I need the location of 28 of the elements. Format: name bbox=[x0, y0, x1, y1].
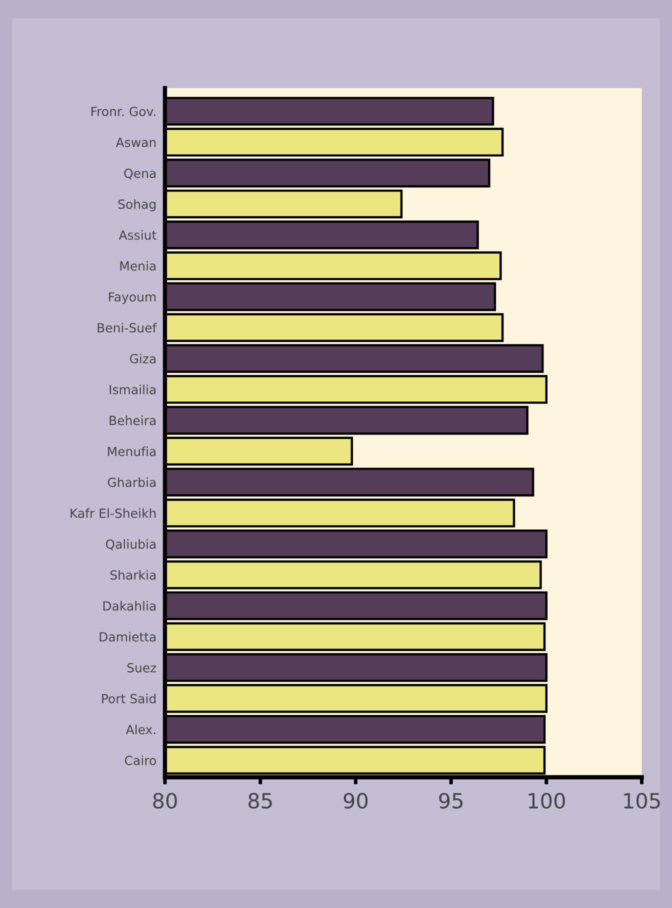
y-tick-label: Sohag bbox=[118, 199, 156, 212]
y-tick-label: Port Said bbox=[102, 694, 156, 704]
y-tick-label: Assiut bbox=[118, 230, 156, 240]
y-tick-label: Damietta bbox=[100, 632, 156, 642]
y-tick-label: Suez bbox=[127, 663, 156, 672]
y-tick-label: Fronr. Gov. bbox=[91, 106, 156, 116]
y-tick-label: Gharbia bbox=[108, 477, 156, 488]
y-tick-label: Dakahlia bbox=[103, 600, 156, 611]
x-tick-label: 105 bbox=[624, 792, 660, 809]
y-tick-label: Qaliubia bbox=[106, 539, 156, 550]
y-tick-label: Aswan bbox=[116, 138, 156, 148]
x-tick-label: 95 bbox=[439, 792, 462, 809]
y-tick-label: Menufia bbox=[108, 446, 156, 456]
y-tick-label: Menia bbox=[120, 261, 156, 271]
x-tick-label: 90 bbox=[344, 792, 368, 809]
y-tick-label: Qena bbox=[124, 168, 156, 180]
y-tick-label: Kafr El-Sheikh bbox=[70, 508, 156, 518]
y-tick-label: Ismailia bbox=[110, 384, 156, 394]
x-tick-label: 100 bbox=[528, 792, 565, 809]
y-tick-label: Cairo bbox=[124, 756, 156, 766]
y-tick-label: Fayoum bbox=[109, 292, 156, 304]
y-tick-label: Sharkia bbox=[110, 570, 156, 580]
y-tick-label: Beni-Suef bbox=[98, 322, 157, 333]
y-tick-label: Giza bbox=[130, 354, 156, 364]
y-tick-label: Alex. bbox=[126, 724, 156, 734]
x-tick-label: 85 bbox=[248, 792, 272, 809]
x-tick-label: 80 bbox=[153, 792, 177, 809]
y-tick-label: Beheira bbox=[110, 416, 156, 426]
